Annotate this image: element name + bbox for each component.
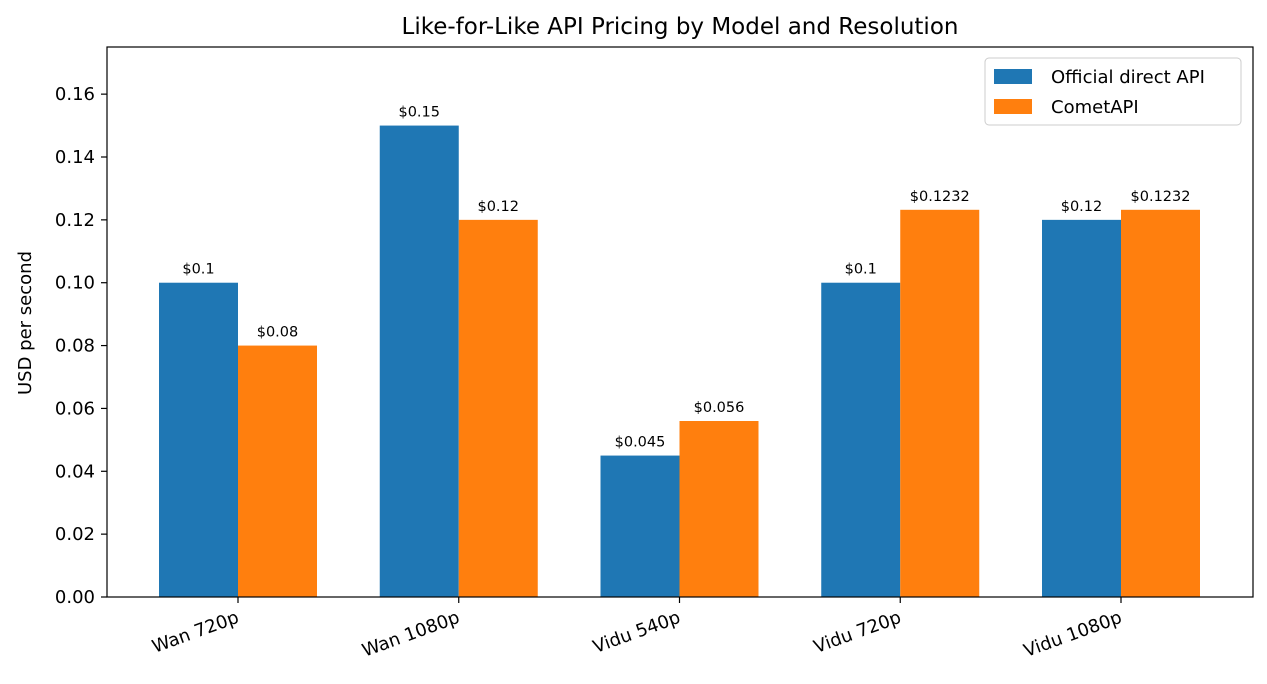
y-axis-title: USD per second — [15, 251, 36, 395]
legend-swatch-0 — [994, 69, 1032, 84]
data-label-0-3: $0.1 — [845, 262, 877, 278]
data-label-1-0: $0.08 — [257, 325, 299, 341]
plot-area: $0.1 $0.15 $0.045 $0.1 $0.12 $0.08 $0.12 $0.056… — [55, 46, 1254, 662]
series-1: $0.08 $0.12 $0.056 $0.1232 $0.1232 — [238, 189, 1200, 598]
data-label-1-2: $0.056 — [694, 400, 745, 416]
legend-label-1: CometAPI — [1051, 97, 1139, 118]
y-tick-label-8: 0.16 — [55, 84, 95, 105]
series-0: $0.1 $0.15 $0.045 $0.1 $0.12 — [159, 105, 1121, 598]
bar-0-2 — [600, 455, 680, 597]
y-tick-label-2: 0.04 — [55, 461, 95, 482]
bar-0-0 — [159, 282, 238, 597]
x-tick-label-1: Wan 1080p — [359, 607, 462, 662]
y-tick-label-7: 0.14 — [55, 147, 95, 168]
bar-1-4 — [1121, 209, 1200, 598]
data-label-1-3: $0.1232 — [910, 189, 970, 205]
legend: Official direct API CometAPI — [984, 57, 1242, 126]
chart-title: Like-for-Like API Pricing by Model and R… — [402, 14, 959, 40]
bar-0-1 — [379, 125, 459, 598]
data-label-0-0: $0.1 — [182, 262, 214, 278]
x-tick-label-2: Vidu 540p — [590, 607, 683, 658]
y-tick-label-1: 0.02 — [55, 524, 95, 545]
legend-box — [984, 57, 1242, 126]
bar-1-1 — [458, 219, 538, 597]
y-tick-label-4: 0.08 — [55, 336, 95, 357]
data-label-1-4: $0.1232 — [1131, 189, 1191, 205]
x-tick-label-4: Vidu 1080p — [1021, 607, 1125, 662]
bar-1-3 — [900, 209, 980, 598]
bar-1-2 — [679, 421, 759, 597]
x-tick-label-3: Vidu 720p — [811, 607, 904, 658]
data-label-0-4: $0.12 — [1061, 199, 1103, 215]
data-label-0-2: $0.045 — [615, 435, 666, 451]
y-tick-label-6: 0.12 — [55, 210, 95, 231]
y-tick-label-3: 0.06 — [55, 398, 95, 419]
bar-1-0 — [238, 345, 317, 597]
data-label-0-1: $0.15 — [398, 105, 440, 121]
legend-label-0: Official direct API — [1051, 67, 1205, 88]
legend-swatch-1 — [994, 99, 1032, 114]
y-tick-label-0: 0.00 — [55, 587, 95, 608]
data-label-1-1: $0.12 — [477, 199, 519, 215]
y-tick-label-5: 0.10 — [55, 273, 95, 294]
x-tick-label-0: Wan 720p — [149, 607, 241, 658]
bar-0-3 — [821, 282, 901, 597]
bar-0-4 — [1042, 219, 1121, 597]
